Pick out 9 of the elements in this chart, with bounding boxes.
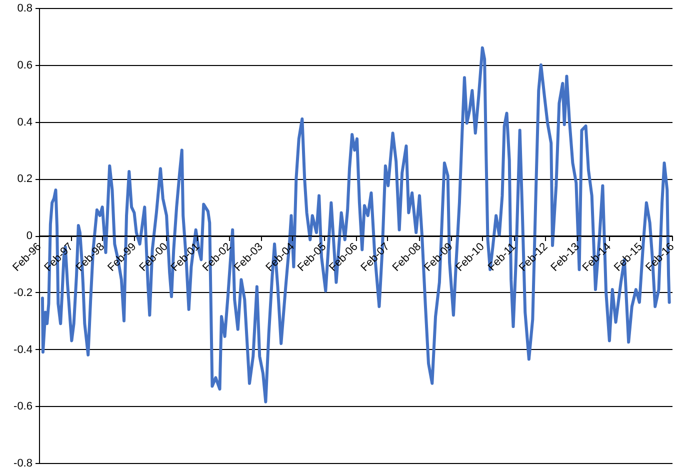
- y-tick-label: -0.6: [14, 400, 32, 413]
- y-tick-label: -0.2: [14, 286, 32, 299]
- y-tick-label: 0.6: [17, 59, 32, 72]
- y-tick-label: 0.8: [17, 2, 32, 14]
- y-tick-label: -0.4: [14, 344, 32, 356]
- y-tick-label: 0: [26, 230, 32, 242]
- y-tick-label: 0.2: [17, 173, 32, 186]
- y-tick-label: 0.4: [17, 116, 32, 128]
- y-tick-label: -0.8: [14, 458, 32, 470]
